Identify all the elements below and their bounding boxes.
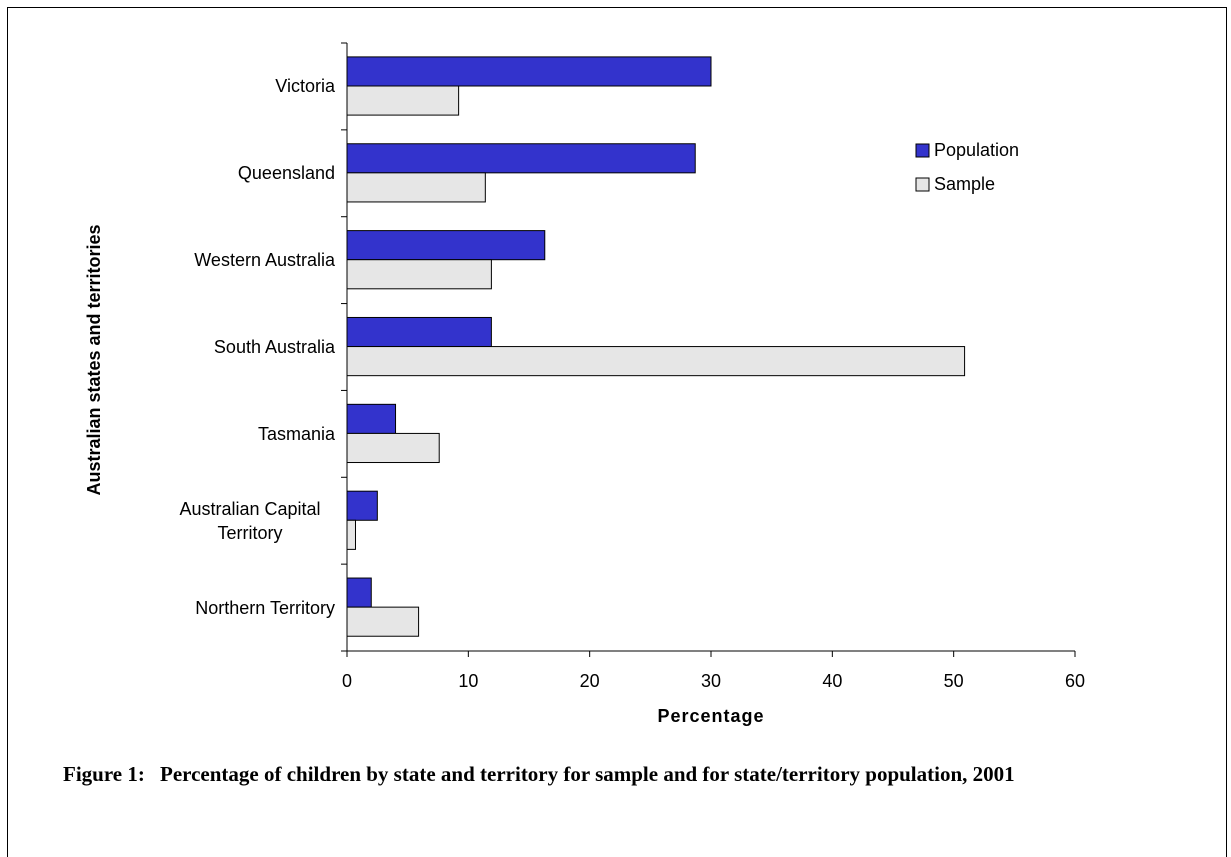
category-label: Australian Capital Territory [165,497,335,545]
y-axis-title: Australian states and territories [84,224,104,495]
category-label: Victoria [275,74,335,98]
category-label: Western Australia [194,248,335,272]
x-axis-title: Percentage [657,706,764,726]
bar [346,346,966,377]
bar [346,316,492,348]
category-text: Australian Capital Territory [179,498,321,543]
legend-marker [915,177,930,192]
legend-marker [915,143,930,158]
bar [346,230,546,261]
bar [346,259,492,290]
caption: Percentage of children by state and terr… [160,762,1015,786]
bar [346,85,460,116]
x-tick-label: 60 [1065,671,1085,691]
bar [346,490,378,521]
x-tick-label: 10 [458,671,478,691]
category-text: Northern Territory [195,597,335,618]
bar [346,403,397,434]
frame [7,7,1227,857]
x-tick-label: 50 [944,671,964,691]
bar [346,56,712,87]
category-label: Queensland [238,161,335,185]
category-text: Queensland [237,163,335,184]
category-text: South Australia [213,337,335,357]
category-text: Western Australia [194,250,335,271]
category-label: Tasmania [258,422,335,446]
caption-label: Figure 1: [63,762,145,786]
category-text: Victoria [275,76,335,97]
category-label: South Australia [214,335,335,359]
x-tick-label: 20 [580,671,600,691]
category-label: Northern Territory [195,596,335,620]
bar [346,143,696,174]
category-text: Tasmania [257,423,335,444]
x-tick-label: 0 [342,671,352,691]
bar [346,606,420,637]
legend-label: Population [934,140,1019,160]
bar [346,172,486,203]
bar [346,519,356,550]
x-tick-label: 40 [822,671,842,691]
legend-label: Sample [934,174,995,194]
x-tick-label: 30 [701,671,721,691]
bar [346,577,372,608]
bar [346,432,440,464]
